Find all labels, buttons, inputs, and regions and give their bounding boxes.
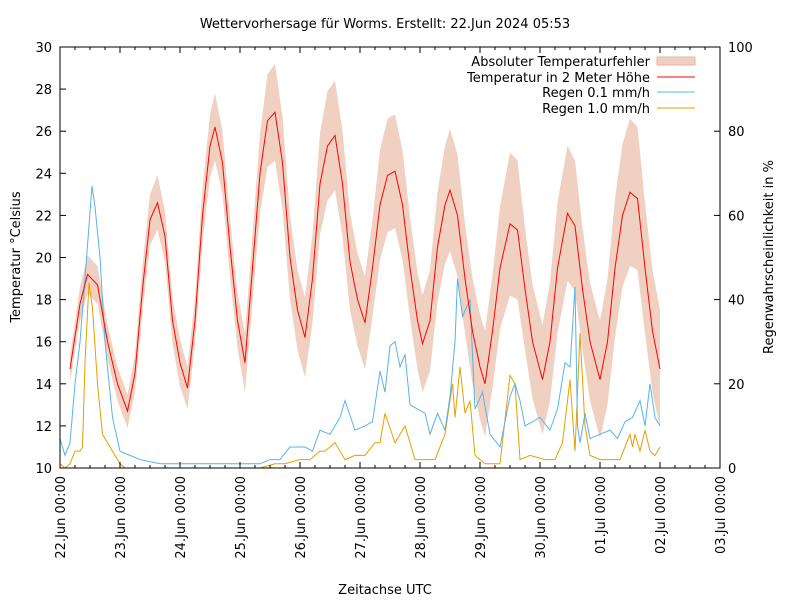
y-tick-label: 12 (35, 420, 52, 435)
rain-0-1mm-line (59, 185, 661, 465)
y-axis-label: Temperatur °Celsius (9, 191, 24, 324)
axis-ticks: 10 12 14 16 18 20 22 24 26 28 30 0 20 40 60 80 100 22.Jun… (35, 41, 752, 559)
x-axis-label: Zeitachse UTC (338, 583, 432, 598)
temperature-error-band (70, 63, 660, 439)
y-tick-label: 26 (35, 125, 52, 140)
x-tick-label: 27.Jun 00:00 (354, 476, 369, 559)
x-tick-label: 29.Jun 00:00 (474, 476, 489, 559)
x-tick-label: 24.Jun 00:00 (174, 476, 189, 559)
legend-label-rain01: Regen 0.1 mm/h (542, 86, 650, 101)
legend-label-band: Absoluter Temperaturfehler (471, 55, 650, 70)
y-tick-label: 20 (35, 252, 52, 267)
x-tick-label: 23.Jun 00:00 (114, 476, 129, 559)
x-tick-label: 28.Jun 00:00 (414, 476, 429, 559)
x-tick-label: 26.Jun 00:00 (294, 476, 309, 559)
y2-axis-label: Regenwahrscheinlichkeit in % (762, 160, 777, 354)
y2-tick-label: 40 (728, 294, 745, 309)
legend-label-rain10: Regen 1.0 mm/h (542, 102, 650, 117)
temperature-line (69, 111, 661, 414)
y2-tick-label: 60 (728, 209, 745, 224)
y-tick-label: 28 (35, 83, 52, 98)
y-tick-label: 22 (35, 209, 52, 224)
rain-1mm-line (59, 282, 661, 469)
x-tick-label: 30.Jun 00:00 (534, 476, 549, 559)
x-tick-label: 25.Jun 00:00 (234, 476, 249, 559)
y2-tick-label: 20 (728, 378, 745, 393)
x-tick-label: 22.Jun 00:00 (54, 476, 69, 559)
y-tick-label: 14 (35, 378, 52, 393)
x-tick-label: 01.Jul 00:00 (594, 476, 609, 554)
series-lines-group (59, 111, 661, 469)
legend-swatch-band (656, 56, 696, 66)
y2-tick-label: 80 (728, 125, 745, 140)
x-tick-label: 02.Jul 00:00 (654, 476, 669, 554)
y-tick-label: 10 (35, 462, 52, 477)
y2-tick-label: 100 (728, 41, 753, 56)
chart-title: Wettervorhersage für Worms. Erstellt: 22… (200, 17, 570, 32)
y-tick-label: 18 (35, 294, 52, 309)
temperature-error-band-group (70, 63, 660, 439)
y2-tick-label: 0 (728, 462, 736, 477)
y-tick-label: 24 (35, 167, 52, 182)
y-tick-label: 16 (35, 336, 52, 351)
legend: Absoluter Temperaturfehler Temperatur in… (466, 55, 696, 117)
y-tick-label: 30 (35, 41, 52, 56)
legend-label-temp: Temperatur in 2 Meter Höhe (466, 71, 650, 86)
x-tick-label: 03.Jul 00:00 (714, 476, 729, 554)
